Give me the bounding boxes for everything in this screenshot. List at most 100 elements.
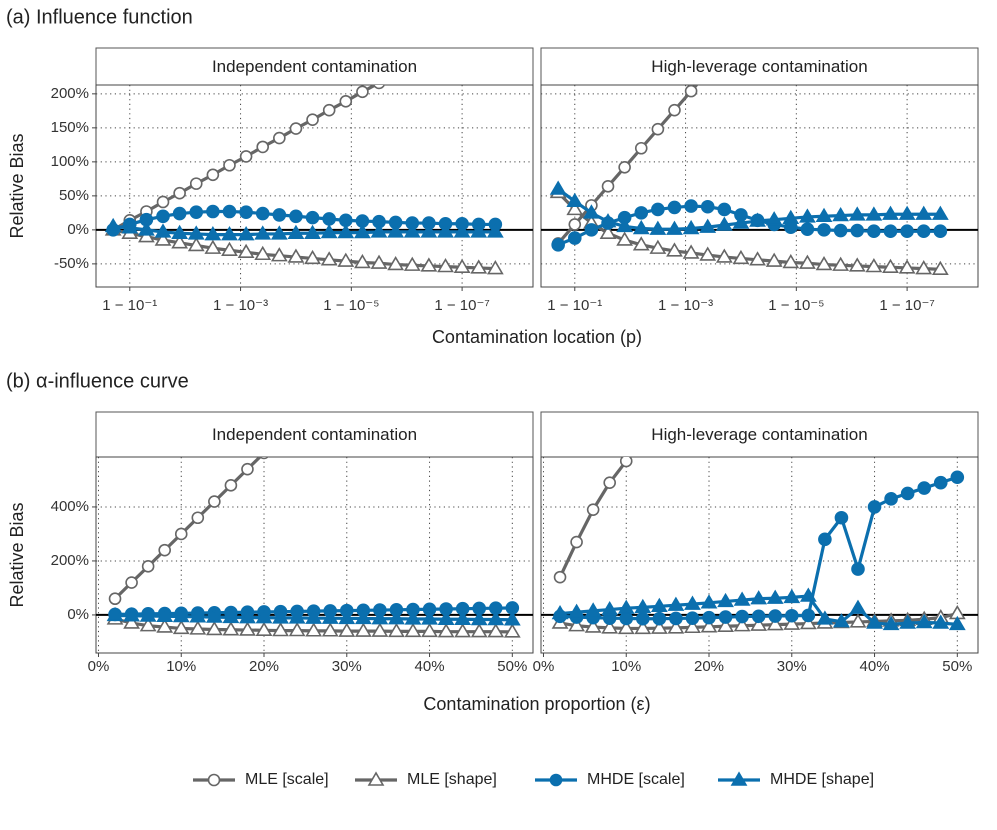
marker	[684, 199, 698, 213]
marker	[816, 610, 834, 625]
marker	[567, 231, 582, 245]
marker	[849, 613, 867, 628]
marker	[404, 622, 422, 638]
marker	[125, 576, 138, 589]
marker	[287, 224, 305, 239]
marker	[487, 623, 505, 638]
marker	[289, 209, 303, 224]
x-tick-label: 0%	[88, 658, 110, 675]
marker	[750, 616, 768, 631]
marker	[682, 219, 700, 235]
marker	[421, 622, 438, 638]
marker	[882, 258, 899, 273]
marker	[768, 609, 783, 623]
marker	[553, 570, 567, 584]
marker	[583, 204, 600, 219]
marker	[470, 223, 488, 238]
marker	[666, 242, 683, 257]
legend-label: MLE [scale]	[245, 771, 329, 788]
marker	[652, 611, 667, 626]
y-tick-label: 200%	[51, 552, 89, 569]
marker	[138, 228, 155, 243]
marker	[204, 239, 222, 254]
marker	[255, 206, 270, 221]
marker	[254, 225, 272, 240]
marker	[599, 213, 617, 228]
marker	[437, 623, 455, 638]
marker	[320, 224, 338, 239]
marker	[171, 234, 189, 249]
x-tick-label: 1 − 10⁻⁷	[434, 297, 489, 314]
marker	[915, 613, 933, 629]
series-group	[549, 85, 949, 276]
legend-marker	[207, 773, 221, 787]
marker	[272, 609, 289, 624]
marker	[666, 220, 683, 235]
marker	[616, 217, 634, 233]
section-title: (a) Influence function	[6, 6, 193, 28]
marker	[634, 619, 652, 635]
marker	[239, 205, 253, 219]
marker	[617, 599, 635, 614]
marker	[205, 620, 223, 636]
marker	[865, 258, 883, 273]
marker	[470, 623, 488, 638]
marker	[374, 334, 385, 345]
marker	[667, 200, 682, 215]
marker	[437, 258, 454, 273]
marker	[851, 562, 865, 576]
marker	[191, 511, 205, 525]
marker	[584, 223, 599, 237]
facet-title: High-leverage contamination	[651, 425, 867, 444]
legend-label: MHDE [shape]	[770, 771, 874, 788]
marker	[454, 610, 472, 625]
marker	[568, 218, 582, 231]
marker	[288, 622, 306, 637]
x-tick-label: 1 − 10⁻¹	[102, 297, 157, 314]
x-tick-label: 1 − 10⁻¹	[547, 297, 602, 314]
x-axis-label: Contamination proportion (ε)	[423, 694, 650, 714]
marker	[172, 206, 187, 221]
series-group	[106, 334, 521, 638]
marker	[549, 180, 567, 195]
legend-label: MHDE [scale]	[587, 771, 685, 788]
marker	[751, 609, 766, 624]
marker	[320, 251, 338, 266]
marker	[651, 122, 665, 136]
y-tick-label: 200%	[51, 85, 89, 102]
marker	[915, 260, 933, 275]
marker	[339, 95, 353, 108]
marker	[867, 224, 881, 239]
marker	[371, 622, 389, 637]
marker	[619, 611, 634, 626]
marker	[931, 205, 949, 220]
marker	[601, 600, 619, 616]
x-tick-label: 40%	[860, 658, 890, 675]
marker	[783, 588, 801, 604]
marker	[239, 150, 253, 163]
marker	[649, 239, 667, 254]
marker	[306, 113, 319, 126]
x-tick-label: 1 − 10⁻³	[658, 297, 713, 314]
marker	[189, 205, 204, 219]
facet-title: High-leverage contamination	[651, 57, 867, 76]
marker	[270, 225, 288, 240]
x-tick-label: 0%	[533, 658, 555, 675]
marker	[288, 609, 306, 624]
marker	[289, 122, 303, 135]
marker	[815, 207, 833, 222]
marker	[619, 457, 633, 468]
marker	[684, 85, 698, 98]
marker	[387, 255, 405, 271]
marker	[682, 244, 700, 259]
marker	[670, 391, 681, 402]
marker	[848, 206, 866, 221]
marker	[948, 615, 966, 631]
marker	[206, 204, 220, 219]
marker	[156, 607, 174, 622]
marker	[304, 224, 321, 239]
marker	[189, 177, 203, 190]
y-tick-label: 400%	[51, 498, 89, 515]
legend-marker	[730, 771, 748, 786]
